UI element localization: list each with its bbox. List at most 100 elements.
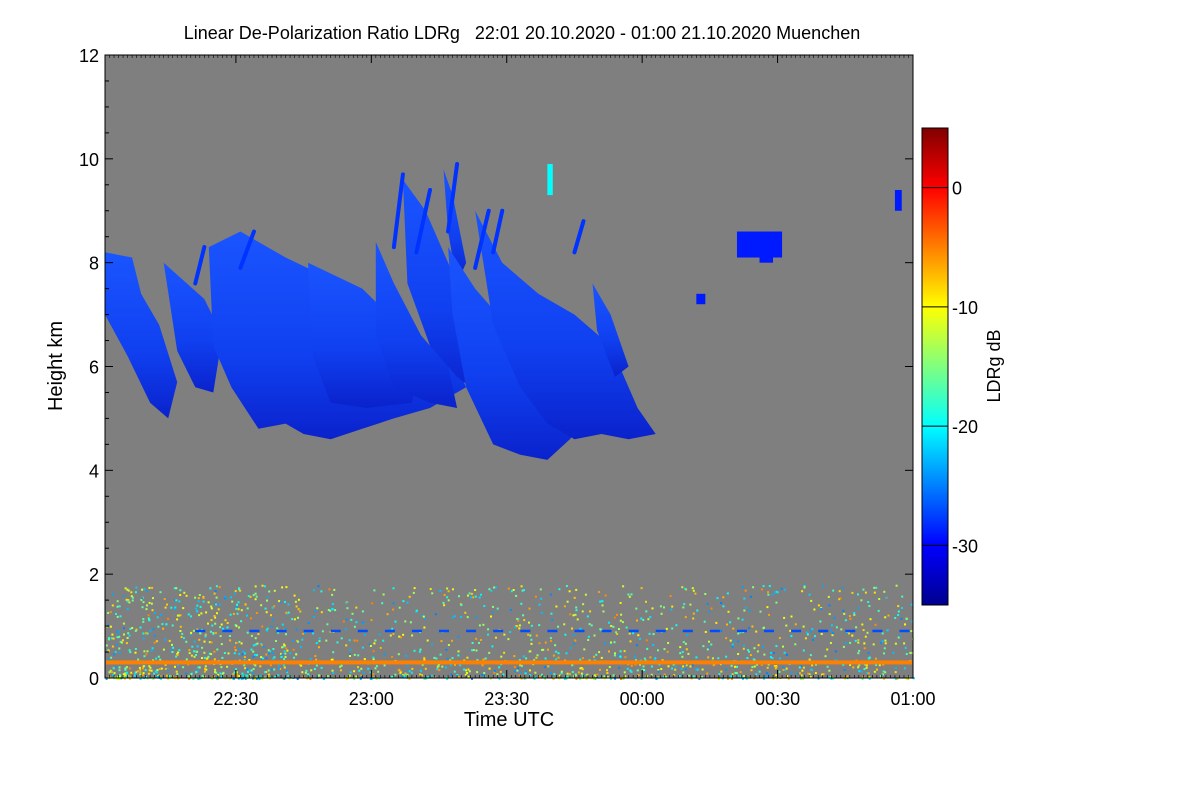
boundary-layer-pixel	[235, 605, 238, 608]
boundary-layer-pixel	[866, 672, 869, 675]
boundary-layer-pixel	[770, 652, 772, 654]
boundary-layer-pixel	[208, 652, 211, 655]
boundary-layer-pixel	[857, 665, 860, 668]
boundary-layer-pixel	[237, 677, 240, 680]
boundary-layer-pixel	[330, 658, 333, 661]
aerosol-layer-segment	[411, 629, 422, 633]
boundary-layer-pixel	[170, 606, 173, 609]
boundary-layer-pixel	[663, 648, 666, 651]
boundary-layer-pixel	[529, 669, 531, 672]
boundary-layer-pixel	[244, 677, 247, 680]
aerosol-layer-segment	[520, 629, 531, 633]
boundary-layer-pixel	[276, 627, 279, 630]
boundary-layer-pixel	[682, 671, 685, 674]
colorbar-gradient	[921, 127, 949, 606]
boundary-layer-pixel	[642, 665, 645, 668]
boundary-layer-pixel	[522, 614, 525, 617]
boundary-layer-pixel	[844, 619, 847, 622]
boundary-layer-pixel	[910, 630, 913, 633]
boundary-layer-pixel	[150, 602, 153, 605]
boundary-layer-pixel	[766, 672, 769, 675]
boundary-layer-pixel	[196, 670, 199, 673]
boundary-layer-pixel	[667, 665, 670, 668]
boundary-layer-pixel	[134, 675, 137, 677]
boundary-layer-pixel	[135, 586, 138, 589]
boundary-layer-pixel	[674, 665, 677, 668]
boundary-layer-pixel	[579, 667, 582, 670]
boundary-layer-pixel	[648, 632, 651, 635]
boundary-layer-pixel	[118, 669, 121, 672]
boundary-layer-pixel	[312, 632, 315, 635]
boundary-layer-pixel	[383, 664, 386, 667]
boundary-layer-pixel	[782, 668, 785, 671]
boundary-layer-pixel	[720, 670, 723, 673]
boundary-layer-pixel	[355, 675, 358, 678]
boundary-layer-pixel	[148, 619, 151, 622]
boundary-layer-pixel	[284, 601, 286, 603]
boundary-layer-pixel	[575, 606, 578, 609]
boundary-layer-pixel	[729, 621, 732, 624]
boundary-layer-pixel	[340, 664, 343, 667]
boundary-layer-pixel	[134, 672, 137, 675]
boundary-layer-pixel	[484, 657, 487, 660]
boundary-layer-pixel	[544, 666, 546, 669]
boundary-layer-pixel	[293, 618, 296, 621]
boundary-layer-pixel	[231, 600, 234, 603]
boundary-layer-pixel	[362, 671, 365, 674]
boundary-layer-pixel	[220, 666, 223, 669]
boundary-layer-pixel	[281, 646, 284, 649]
boundary-layer-pixel	[149, 666, 152, 669]
boundary-layer-pixel	[612, 674, 615, 677]
boundary-layer-pixel	[421, 614, 424, 617]
boundary-layer-pixel	[138, 666, 141, 669]
boundary-layer-pixel	[844, 677, 846, 680]
boundary-layer-pixel	[176, 652, 179, 655]
boundary-layer-pixel	[558, 674, 561, 677]
boundary-layer-pixel	[309, 678, 312, 680]
boundary-layer-pixel	[112, 667, 115, 670]
aerosol-layer-segment	[330, 629, 341, 633]
boundary-layer-pixel	[193, 650, 195, 653]
boundary-layer-pixel	[349, 648, 352, 651]
boundary-layer-pixel	[867, 652, 870, 655]
boundary-layer-pixel	[160, 613, 163, 616]
boundary-layer-pixel	[282, 645, 285, 648]
boundary-layer-pixel	[277, 674, 280, 676]
boundary-layer-pixel	[187, 663, 190, 666]
boundary-layer-pixel	[682, 641, 685, 644]
boundary-layer-pixel	[706, 648, 709, 651]
boundary-layer-pixel	[722, 596, 725, 599]
boundary-layer-pixel	[318, 640, 321, 643]
boundary-layer-pixel	[128, 677, 131, 680]
y-tick-label: 8	[89, 254, 99, 274]
boundary-layer-pixel	[864, 635, 867, 638]
boundary-layer-pixel	[763, 653, 766, 656]
chart-title: Linear De-Polarization Ratio LDRg 22:01 …	[184, 23, 860, 43]
boundary-layer-pixel	[821, 673, 824, 676]
y-tick-label: 10	[79, 150, 99, 170]
boundary-layer-pixel	[691, 587, 694, 590]
boundary-layer-pixel	[751, 625, 754, 628]
boundary-layer-pixel	[704, 631, 707, 633]
boundary-layer-pixel	[783, 588, 786, 591]
boundary-layer-pixel	[831, 624, 833, 627]
boundary-layer-pixel	[134, 651, 137, 654]
boundary-layer-pixel	[353, 639, 356, 642]
boundary-layer-pixel	[345, 618, 348, 621]
boundary-layer-pixel	[220, 643, 223, 646]
boundary-layer-pixel	[211, 677, 214, 680]
boundary-layer-pixel	[214, 590, 217, 593]
boundary-layer-pixel	[607, 676, 609, 678]
boundary-layer-pixel	[199, 632, 202, 635]
boundary-layer-pixel	[734, 672, 737, 674]
boundary-layer-pixel	[817, 604, 820, 607]
boundary-layer-pixel	[681, 586, 684, 589]
boundary-layer-pixel	[694, 592, 697, 595]
boundary-layer-pixel	[162, 627, 165, 630]
boundary-layer-pixel	[333, 588, 336, 591]
boundary-layer-pixel	[645, 639, 648, 642]
boundary-layer-pixel	[295, 628, 298, 631]
boundary-layer-pixel	[258, 677, 261, 680]
boundary-layer-pixel	[139, 677, 142, 680]
